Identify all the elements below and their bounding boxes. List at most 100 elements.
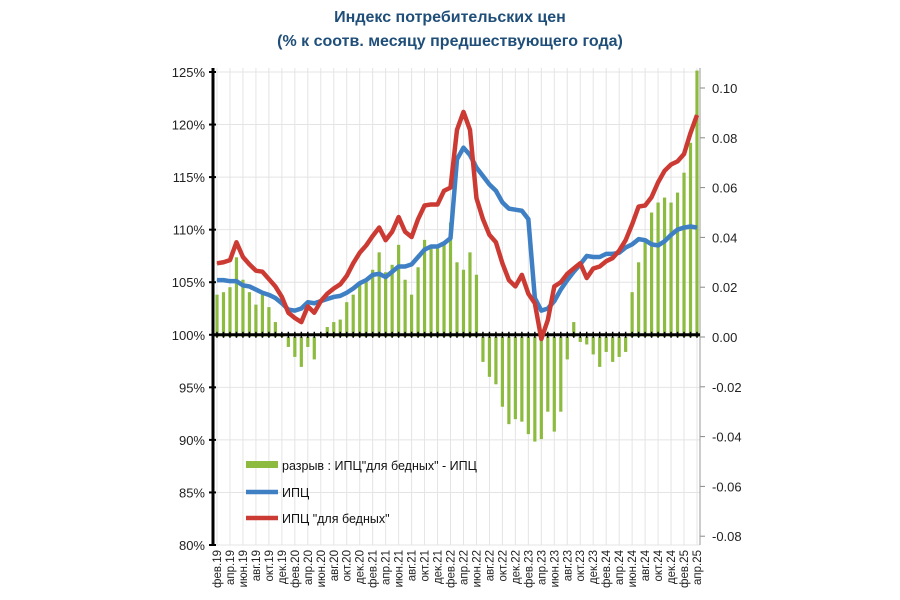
cpi-poor-point (456, 129, 458, 131)
x-axis-tick-label: фев.22 (446, 550, 458, 588)
bar-gap (364, 282, 368, 337)
bar-gap (260, 294, 265, 337)
cpi-point (482, 175, 484, 177)
x-axis-tick-label: авг.22 (484, 550, 496, 581)
x-axis-tick-label: фев.25 (679, 550, 691, 588)
left-axis-tick-label: 95% (179, 380, 205, 395)
bar-gap (630, 292, 634, 337)
cpi-poor-point (514, 285, 516, 287)
cpi-point (592, 256, 594, 258)
bar-gap (649, 212, 654, 337)
x-axis-tick-label: фев.24 (601, 549, 613, 588)
cpi-point (378, 273, 380, 275)
right-axis-tick-label: -0.02 (712, 380, 742, 395)
cpi-point (300, 308, 302, 309)
cpi-point (216, 279, 218, 281)
cpi-poor-point (398, 216, 400, 218)
x-axis-tick-label: авг.20 (329, 550, 341, 581)
x-axis-tick-label: авг.21 (407, 550, 419, 581)
bar-gap (617, 337, 621, 357)
bar-gap (643, 239, 647, 337)
bar-gap (604, 337, 608, 352)
cpi-point (508, 208, 510, 210)
x-axis-tick-label: апр.25 (692, 550, 704, 585)
cpi-poor-point (657, 181, 659, 183)
cpi-poor-point (599, 265, 601, 267)
x-axis-tick-label: окт.21 (420, 550, 432, 582)
bar-gap (299, 337, 303, 367)
left-axis-tick-label: 120% (172, 118, 206, 133)
cpi-poor-point (242, 256, 244, 258)
cpi-poor-point (430, 203, 432, 205)
bar-gap (494, 337, 498, 385)
cpi-point (501, 201, 503, 203)
cpi-point (612, 253, 614, 255)
bar-gap (513, 337, 517, 420)
cpi-poor-point (222, 261, 224, 263)
right-axis-tick-label: 0.02 (712, 280, 737, 295)
x-axis-tick-label: фев.20 (290, 550, 302, 588)
cpi-point (398, 265, 400, 267)
cpi-point (443, 242, 445, 244)
cpi-point (313, 302, 315, 304)
cpi-poor-point (359, 252, 361, 254)
chart-title-line-2: (% к соотв. месяцу предшествующего года) (277, 33, 623, 50)
cpi-poor-point (326, 293, 328, 295)
cpi-poor-point (411, 236, 413, 238)
x-axis-tick-label: окт.20 (342, 550, 354, 582)
x-axis-tick-label: фев.23 (523, 550, 535, 588)
x-axis-tick-label: дек.19 (277, 550, 289, 584)
cpi-poor-point (346, 275, 348, 277)
cpi-point (683, 227, 685, 229)
cpi-poor-point (469, 129, 471, 131)
bar-gap (565, 337, 569, 360)
x-axis-tick-label: июн.24 (627, 549, 639, 587)
bar-gap (559, 337, 563, 412)
bar-gap (416, 267, 420, 337)
x-axis-tick-label: дек.20 (355, 550, 367, 584)
chart-title: Индекс потребительских цен (% к соотв. м… (0, 6, 900, 54)
left-axis-tick-label: 80% (179, 538, 205, 553)
cpi-point (326, 298, 328, 300)
bar-gap (312, 337, 316, 360)
cpi-poor-point (424, 204, 426, 206)
cpi-point (437, 245, 439, 247)
cpi-point (430, 245, 432, 247)
bar-gap (455, 262, 459, 337)
bar-gap (591, 337, 595, 355)
cpi-point (690, 226, 692, 228)
cpi-point (534, 297, 536, 299)
cpi-point (424, 249, 426, 251)
cpi-point (560, 289, 562, 291)
bar-gap (598, 337, 602, 367)
bar-gap (429, 244, 433, 337)
cpi-point (696, 227, 698, 229)
cpi-point (339, 295, 341, 297)
cpi-poor-point (547, 319, 549, 321)
cpi-poor-point (320, 300, 322, 302)
cpi-poor-point (586, 277, 588, 279)
cpi-poor-point (540, 338, 542, 340)
cpi-poor-point (527, 293, 529, 295)
x-axis-tick-label: июн.20 (316, 550, 328, 587)
cpi-poor-point (573, 268, 575, 270)
cpi-poor-point (450, 187, 452, 189)
left-axis-tick-label: 105% (172, 275, 206, 290)
bar-gap (306, 337, 310, 347)
bar-gap (332, 322, 336, 337)
x-axis-tick-label: фев.19 (212, 550, 224, 588)
cpi-point (514, 209, 516, 211)
bar-gap (533, 337, 537, 442)
cpi-poor-point (683, 153, 685, 155)
cpi-poor-point (268, 278, 270, 280)
bar-gap (578, 337, 582, 342)
cpi-poor-point (521, 274, 523, 276)
bar-gap (221, 292, 226, 337)
x-axis-tick-label: апр.23 (536, 550, 548, 585)
cpi-poor-point (248, 263, 250, 265)
cpi-point (566, 279, 568, 281)
cpi-point (229, 280, 231, 282)
right-axis-tick-label: -0.04 (712, 430, 742, 445)
cpi-point (625, 247, 627, 249)
cpi-poor-point (300, 321, 302, 323)
